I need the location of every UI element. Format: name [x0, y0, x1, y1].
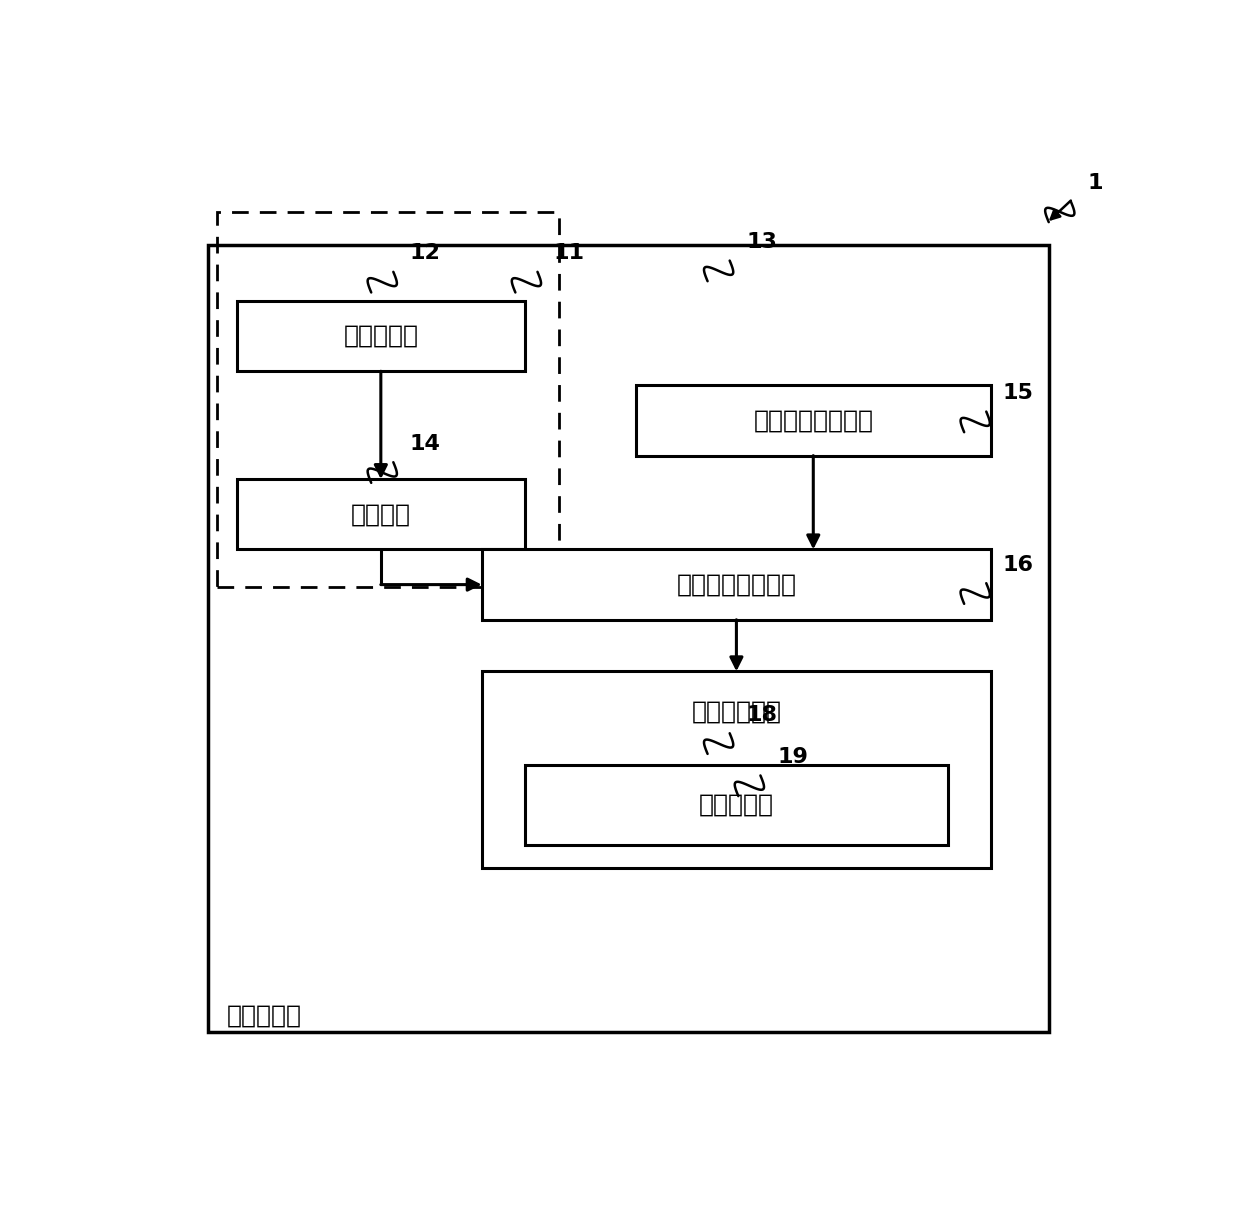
FancyBboxPatch shape: [237, 301, 525, 371]
Text: 12: 12: [409, 244, 440, 263]
Text: 第一比较器: 第一比较器: [699, 793, 774, 817]
Text: 15: 15: [1003, 384, 1033, 403]
Text: 台阶判定位置电路: 台阶判定位置电路: [753, 408, 873, 432]
Text: 微型计算机: 微型计算机: [227, 1004, 303, 1028]
Text: 16: 16: [1003, 554, 1034, 575]
Text: 1: 1: [1087, 173, 1102, 194]
Text: 19: 19: [777, 747, 808, 767]
FancyBboxPatch shape: [208, 245, 1049, 1033]
Text: 18: 18: [746, 705, 777, 725]
Text: 运算电路: 运算电路: [351, 502, 410, 526]
Text: 台阶检测电路: 台阶检测电路: [692, 699, 781, 723]
Text: 测距传感器: 测距传感器: [343, 324, 418, 348]
FancyBboxPatch shape: [525, 765, 947, 845]
Text: 路面高度计算电路: 路面高度计算电路: [676, 572, 796, 597]
Text: 11: 11: [554, 244, 585, 263]
FancyBboxPatch shape: [237, 479, 525, 549]
Text: 13: 13: [746, 233, 777, 252]
FancyBboxPatch shape: [481, 671, 991, 868]
FancyBboxPatch shape: [481, 549, 991, 620]
FancyBboxPatch shape: [635, 385, 991, 456]
Text: 14: 14: [409, 434, 440, 454]
